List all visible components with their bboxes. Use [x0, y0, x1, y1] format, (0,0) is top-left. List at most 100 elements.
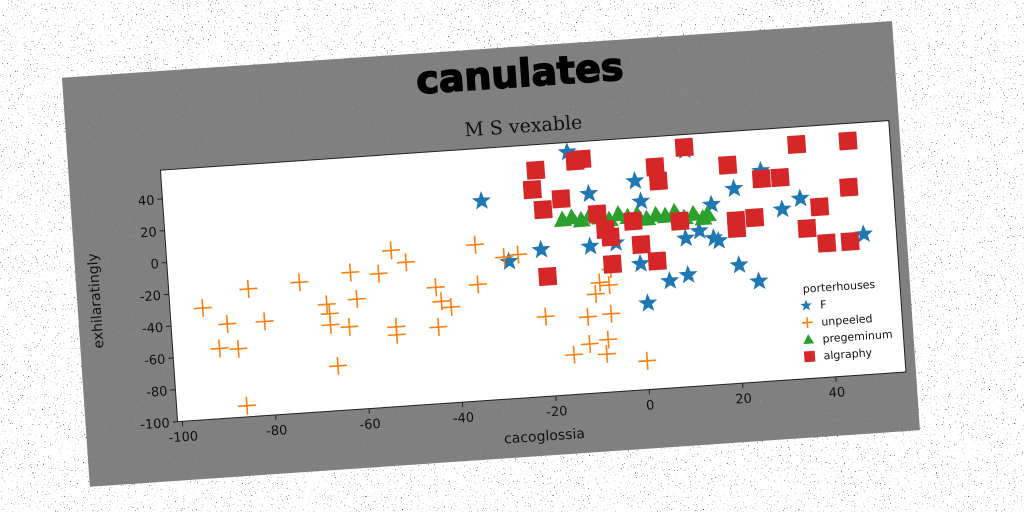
square-marker: [522, 180, 542, 200]
y-tick-label: -40: [142, 321, 164, 337]
star-marker: [689, 221, 709, 240]
square-marker: [674, 137, 694, 157]
x-tick-label: -20: [546, 404, 568, 420]
plus-marker: [466, 235, 485, 254]
star-marker: [531, 239, 551, 259]
plus-marker: [536, 307, 555, 326]
plus-marker: [429, 318, 448, 337]
square-marker: [718, 155, 738, 175]
plus-marker: [586, 284, 605, 304]
plus-marker: [341, 263, 360, 282]
y-tick-label: -100: [140, 416, 170, 433]
plus-marker: [340, 317, 359, 336]
y-tick-label: -20: [139, 289, 161, 305]
legend-label: pregeminum: [822, 328, 893, 346]
square-marker: [810, 197, 830, 217]
square-marker: [602, 254, 623, 274]
y-tick-label: 0: [150, 257, 159, 273]
y-tick-label: -80: [146, 384, 168, 400]
x-tick-label: 0: [646, 398, 655, 414]
triangle-marker: [699, 205, 718, 223]
star-marker: [499, 251, 519, 271]
plus-marker: [638, 351, 657, 370]
plus-marker: [382, 241, 401, 260]
legend-title: porterhouses: [802, 278, 876, 296]
star-marker: [729, 255, 749, 274]
square-marker: [572, 149, 592, 169]
plus-marker: [239, 279, 258, 298]
square-marker: [533, 200, 553, 220]
star-marker: [471, 191, 491, 210]
x-tick-label: -100: [168, 429, 198, 446]
star-marker: [772, 199, 792, 218]
legend-label: algraphy: [823, 346, 873, 362]
square-marker: [787, 134, 807, 155]
y-axis-label: exhilaratingly: [85, 253, 107, 349]
plus-marker: [508, 245, 528, 264]
plus-marker: [597, 344, 616, 364]
square-marker: [751, 169, 772, 189]
y-tick-label: 40: [138, 193, 156, 209]
x-tick-label: -60: [359, 417, 381, 433]
square-marker: [726, 210, 746, 231]
square-marker: [797, 218, 817, 239]
plus-marker: [426, 278, 445, 297]
plus-marker: [193, 298, 212, 318]
plus-marker: [237, 396, 256, 415]
plus-marker: [290, 273, 309, 292]
plus-marker: [580, 334, 599, 354]
square-marker: [587, 204, 607, 224]
legend-marker: [800, 299, 812, 311]
star-marker: [749, 271, 769, 290]
plus-marker: [210, 339, 229, 358]
legend-marker: [801, 317, 813, 329]
square-marker: [670, 211, 690, 231]
plus-marker: [255, 312, 274, 331]
plus-marker: [396, 253, 415, 272]
plus-marker: [369, 264, 388, 283]
plot-area: [159, 120, 907, 423]
square-marker: [770, 167, 790, 188]
star-marker: [724, 178, 744, 198]
square-marker: [648, 171, 668, 191]
y-tick-label: -60: [144, 353, 166, 369]
square-marker: [538, 266, 558, 287]
legend-label: unpeeled: [821, 312, 873, 328]
plus-marker: [317, 295, 336, 314]
plus-marker: [347, 290, 366, 309]
legend-label: F: [820, 298, 827, 311]
star-marker: [790, 188, 810, 208]
square-marker: [645, 157, 665, 177]
plus-marker: [229, 339, 248, 358]
plus-marker: [321, 315, 340, 334]
star-marker: [709, 230, 729, 250]
star-marker: [660, 270, 680, 290]
star-marker: [630, 253, 650, 273]
square-marker: [551, 189, 571, 209]
triangle-marker: [684, 204, 703, 222]
square-marker: [631, 234, 651, 255]
plus-marker: [442, 298, 461, 317]
plus-marker: [328, 356, 348, 375]
plus-marker: [599, 330, 618, 349]
plus-marker: [432, 292, 451, 311]
figure: canulates M S vexable cacoglossia exhila…: [61, 21, 920, 487]
plus-marker: [578, 307, 597, 326]
star-marker: [579, 183, 599, 203]
x-axis-label: cacoglossia: [504, 426, 586, 447]
x-tick-label: 40: [828, 385, 846, 401]
square-marker: [745, 208, 765, 228]
star-marker: [580, 236, 600, 255]
square-marker: [838, 131, 858, 151]
star-marker: [625, 171, 645, 190]
star-marker: [638, 293, 658, 312]
star-marker: [701, 194, 721, 214]
x-tick-label: 20: [735, 392, 753, 408]
plus-marker: [468, 275, 487, 294]
plus-marker: [387, 325, 406, 344]
plus-marker: [495, 248, 514, 267]
x-tick-label: -40: [452, 410, 474, 426]
plus-marker: [590, 273, 609, 292]
plus-marker: [602, 304, 621, 323]
